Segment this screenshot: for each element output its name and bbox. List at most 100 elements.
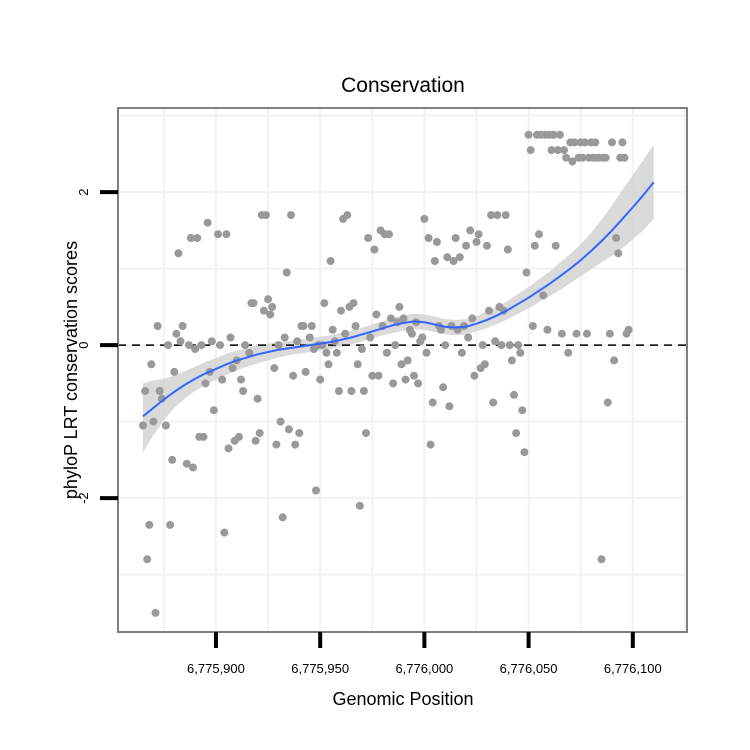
data-point (464, 333, 473, 342)
data-point (364, 234, 373, 242)
data-point (624, 325, 633, 334)
data-point (451, 234, 460, 242)
data-point (468, 314, 477, 323)
data-point (526, 146, 535, 155)
data-point (374, 371, 383, 380)
data-point (143, 555, 152, 564)
data-point (572, 329, 581, 338)
data-point (605, 329, 614, 338)
data-point (482, 241, 491, 250)
data-point (372, 310, 381, 319)
data-point (295, 429, 304, 438)
data-point (428, 398, 437, 407)
data-point (503, 245, 512, 254)
data-point (520, 448, 529, 457)
data-point (583, 329, 591, 338)
data-point (139, 421, 147, 430)
data-point (518, 406, 527, 415)
data-point (399, 314, 408, 323)
data-point (301, 367, 310, 376)
data-points (139, 130, 633, 617)
data-point (216, 341, 225, 350)
data-point (280, 333, 289, 342)
data-point (353, 360, 362, 369)
x-tick-label: 6,776,100 (604, 661, 662, 676)
data-point (462, 241, 471, 250)
data-point (555, 130, 564, 139)
data-point (207, 337, 216, 346)
data-point (620, 153, 629, 162)
data-point (530, 241, 539, 250)
data-point (320, 299, 329, 308)
data-point (543, 325, 552, 334)
data-point (510, 390, 518, 399)
data-point (316, 375, 325, 384)
data-point (191, 345, 200, 353)
data-point (241, 341, 250, 350)
data-point (218, 375, 227, 384)
data-point (578, 153, 587, 162)
data-point (362, 429, 370, 438)
data-point (505, 341, 514, 350)
data-point (220, 528, 229, 537)
data-point (276, 417, 285, 426)
data-point (366, 333, 375, 342)
x-tick-label: 6,775,950 (291, 661, 349, 676)
data-point (347, 387, 356, 395)
data-point (228, 364, 237, 373)
y-axis-label: phyloP LRT conservation scores (61, 241, 81, 499)
data-point (161, 421, 170, 430)
data-point (168, 455, 177, 464)
data-point (470, 371, 479, 380)
data-point (528, 322, 537, 330)
data-point (234, 432, 243, 441)
data-point (610, 356, 619, 365)
data-point (312, 486, 320, 495)
data-point (145, 520, 154, 529)
data-point (512, 429, 521, 438)
data-point (299, 322, 308, 330)
data-point (487, 211, 496, 220)
data-point (193, 234, 202, 242)
data-point (562, 153, 571, 162)
data-point (397, 360, 406, 369)
data-point (349, 299, 358, 308)
data-point (341, 329, 350, 338)
data-point (278, 513, 287, 522)
y-tick-label: 2 (76, 189, 91, 196)
data-point (332, 348, 341, 357)
data-point (420, 214, 429, 223)
data-point (618, 138, 627, 147)
data-point (149, 417, 158, 426)
data-point (176, 337, 185, 346)
data-point (239, 387, 248, 395)
data-point (289, 371, 298, 380)
x-tick-label: 6,776,050 (500, 661, 558, 676)
data-point (501, 211, 510, 220)
data-point (564, 348, 573, 357)
plot-frame (117, 107, 688, 633)
data-point (382, 348, 391, 357)
data-point (274, 341, 283, 350)
data-point (401, 375, 410, 384)
data-point (389, 379, 398, 388)
data-point (255, 429, 264, 438)
data-point (489, 398, 498, 407)
smooth-trend-line (142, 181, 655, 418)
data-point (368, 371, 377, 380)
data-point (170, 367, 179, 376)
data-point (410, 371, 418, 380)
data-point (334, 387, 343, 395)
data-point (580, 138, 589, 147)
data-point (568, 157, 577, 166)
data-point (291, 440, 300, 449)
data-point (203, 218, 212, 227)
data-point (284, 425, 293, 434)
data-point (472, 237, 481, 246)
data-point (439, 383, 448, 392)
data-point (270, 364, 279, 373)
y-axis: -2 0 2 (76, 189, 118, 504)
data-point (182, 459, 191, 468)
data-point (432, 237, 441, 246)
data-point (418, 333, 427, 342)
